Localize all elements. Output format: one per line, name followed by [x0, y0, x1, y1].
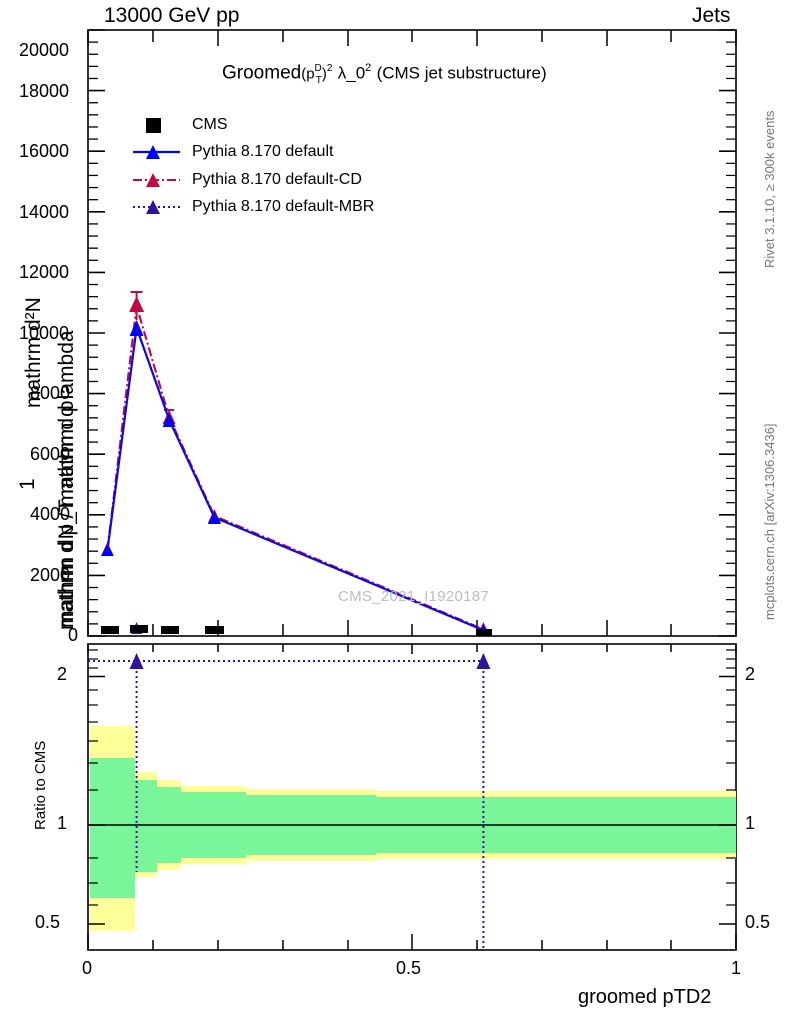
main-ytick-12000: 12000	[19, 262, 70, 282]
main-y-minor-ticks	[88, 41, 98, 625]
legend-item-cms[interactable]: CMS	[192, 116, 228, 133]
main-ytick-8000: 8000	[30, 383, 71, 403]
header-category-label: Jets	[692, 4, 731, 27]
ratio-y-ticks	[88, 675, 736, 925]
main-y-axis-label-prefix: mathrm dN / mathrm d p	[55, 400, 78, 628]
ratio-ytick-1-left: 1	[57, 813, 68, 833]
main-y-axis-label-one: 1	[16, 478, 39, 490]
ratio-x-ticks	[87, 644, 737, 950]
ratio-ytick-2-right: 2	[745, 664, 756, 684]
xtick-1: 1	[731, 958, 742, 978]
main-ytick-0: 0	[68, 625, 79, 645]
main-ytick-18000: 18000	[19, 81, 70, 101]
ratio-ytick-05-left: 0.5	[35, 912, 61, 932]
ratio-marker-mbr-2	[476, 653, 491, 669]
legend-item-default-cd[interactable]: Pythia 8.170 default-CD	[192, 171, 362, 188]
main-panel-frame	[87, 29, 737, 637]
ratio-series-mbr	[88, 660, 485, 950]
legend-marker-default	[146, 145, 160, 159]
ratio-y-axis-label: Ratio to CMS	[32, 740, 49, 830]
legend-marker-default-cd	[146, 173, 160, 187]
main-ytick-10000: 10000	[19, 323, 70, 343]
analysis-watermark: CMS_2021_I1920187	[338, 588, 490, 605]
legend-marker-default-mbr	[146, 200, 160, 214]
main-y-right-minor-ticks	[726, 41, 736, 625]
main-y-right-ticks	[719, 29, 736, 637]
title-p-superscript: D	[314, 63, 322, 74]
ratio-ytick-1-right: 1	[745, 813, 756, 833]
ratio-y-minor-ticks	[88, 649, 736, 906]
main-y-major-ticks	[88, 29, 105, 637]
main-ytick-20000: 20000	[19, 40, 70, 60]
title-lambda-superscript: 2	[365, 62, 372, 74]
title-suffix: (CMS jet substructure)	[376, 63, 547, 83]
main-ytick-16000: 16000	[19, 141, 70, 161]
main-ytick-2000: 2000	[30, 565, 71, 585]
main-y-axis-label-numerator: mathrm d²N	[22, 297, 45, 408]
ratio-ytick-05-right: 0.5	[745, 912, 771, 932]
main-ytick-6000: 6000	[30, 444, 71, 464]
side-label-rivet: Rivet 3.1.10, ≥ 300k events	[762, 110, 777, 268]
title-sq-superscript: 2	[326, 63, 333, 74]
plot-title-main: Groomed	[222, 62, 302, 84]
header-beam-label: 13000 GeV pp	[104, 4, 240, 27]
title-lambda: λ_0	[337, 63, 366, 83]
side-label-mcplots: mcplots.cern.ch [arXiv:1306.3436]	[762, 423, 777, 620]
legend-item-default[interactable]: Pythia 8.170 default	[192, 143, 334, 160]
ratio-marker-mbr-1	[129, 653, 144, 669]
legend-markers	[133, 118, 180, 214]
main-ytick-14000: 14000	[19, 202, 70, 222]
main-ytick-4000: 4000	[30, 504, 71, 524]
legend-marker-cms	[146, 118, 161, 133]
ratio-ytick-2-left: 2	[57, 664, 68, 684]
xtick-0: 0	[82, 958, 93, 978]
x-axis-label: groomed pTD2	[578, 986, 712, 1008]
plot-title: Groomed(pDT)2 λ_02 (CMS jet substructure…	[222, 62, 547, 87]
xtick-05: 0.5	[396, 958, 422, 978]
title-p-subscript: T	[315, 75, 322, 87]
series-cms-points	[101, 625, 492, 636]
legend-item-default-mbr[interactable]: Pythia 8.170 default-MBR	[192, 198, 375, 215]
